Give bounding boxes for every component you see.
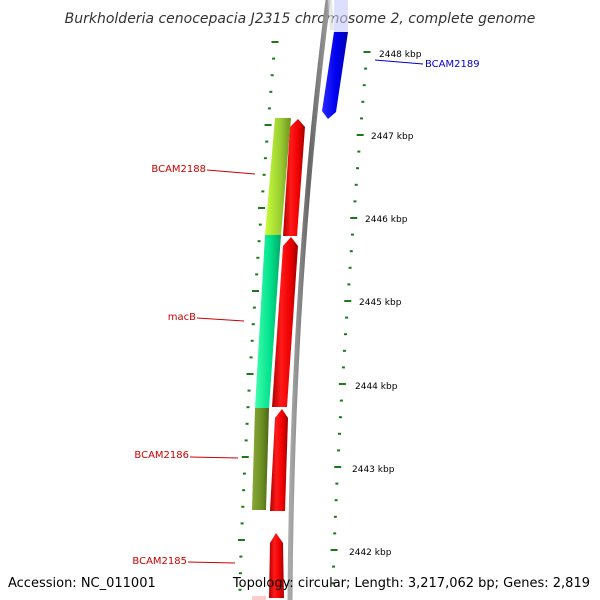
cog-block-macb	[255, 235, 281, 408]
chromosome-backbone	[287, 0, 331, 600]
gene-label-bcam2189[interactable]: BCAM2189	[425, 59, 480, 70]
genome-summary-text: Topology: circular; Length: 3,217,062 bp…	[232, 576, 590, 591]
leader-line-bcam2189	[374, 59, 424, 65]
gene-bcam2189[interactable]	[322, 0, 348, 119]
gene-arrow-macb[interactable]	[272, 237, 298, 407]
gene-bcam2185[interactable]	[269, 533, 284, 598]
cog-block-bcam2188	[265, 118, 291, 235]
gene-arrow-bcam2186[interactable]	[270, 409, 288, 511]
gene-arrow-bcam2189[interactable]	[322, 32, 348, 119]
gene-arrow-bcam2185[interactable]	[269, 533, 284, 598]
gene-arrow-bcam2188[interactable]	[283, 119, 305, 236]
gene-arrow-bcam2189-fade	[334, 0, 348, 32]
map-title: Burkholderia cenocepacia J2315 chromosom…	[65, 11, 536, 27]
gene-bcam2186[interactable]	[270, 409, 288, 511]
gene-label-bcam2188[interactable]: BCAM2188	[151, 164, 206, 175]
ruler-label-2445: 2445 kbp	[359, 298, 402, 308]
ruler-label-2447: 2447 kbp	[371, 132, 414, 142]
ruler-label-2443: 2443 kbp	[352, 465, 395, 475]
gene-bcam2188[interactable]	[283, 119, 305, 236]
label-bcam2186[interactable]: BCAM2186	[134, 450, 239, 461]
gene-label-bcam2185[interactable]: BCAM2185	[132, 556, 187, 567]
label-bcam2189[interactable]: BCAM2189	[374, 59, 480, 70]
gene-macb[interactable]	[272, 237, 298, 407]
accession-text: Accession: NC_011001	[8, 576, 156, 591]
leader-line-bcam2185	[187, 561, 236, 564]
label-bcam2188[interactable]: BCAM2188	[151, 164, 256, 175]
gene-label-bcam2186[interactable]: BCAM2186	[134, 450, 189, 461]
ruler-label-2442: 2442 kbp	[349, 548, 392, 558]
leader-line-bcam2188	[206, 169, 256, 175]
label-bcam2185[interactable]: BCAM2185	[132, 556, 236, 567]
backbone-highlight	[328, 0, 334, 31]
ruler-label-2444: 2444 kbp	[355, 382, 398, 392]
cog-block-bcam2186	[252, 408, 269, 510]
leader-line-macb	[196, 317, 245, 322]
leader-line-bcam2186	[189, 456, 239, 459]
label-macb[interactable]: macB	[168, 312, 245, 323]
gene-label-macb[interactable]: macB	[168, 312, 196, 323]
tick-marks	[237, 41, 371, 591]
ruler-labels: 2448 kbp 2447 kbp 2446 kbp 2445 kbp 2444…	[349, 50, 422, 558]
ruler-label-2446: 2446 kbp	[365, 215, 408, 225]
cog-block-bottom	[252, 596, 266, 600]
ruler-label-2448: 2448 kbp	[379, 50, 422, 60]
